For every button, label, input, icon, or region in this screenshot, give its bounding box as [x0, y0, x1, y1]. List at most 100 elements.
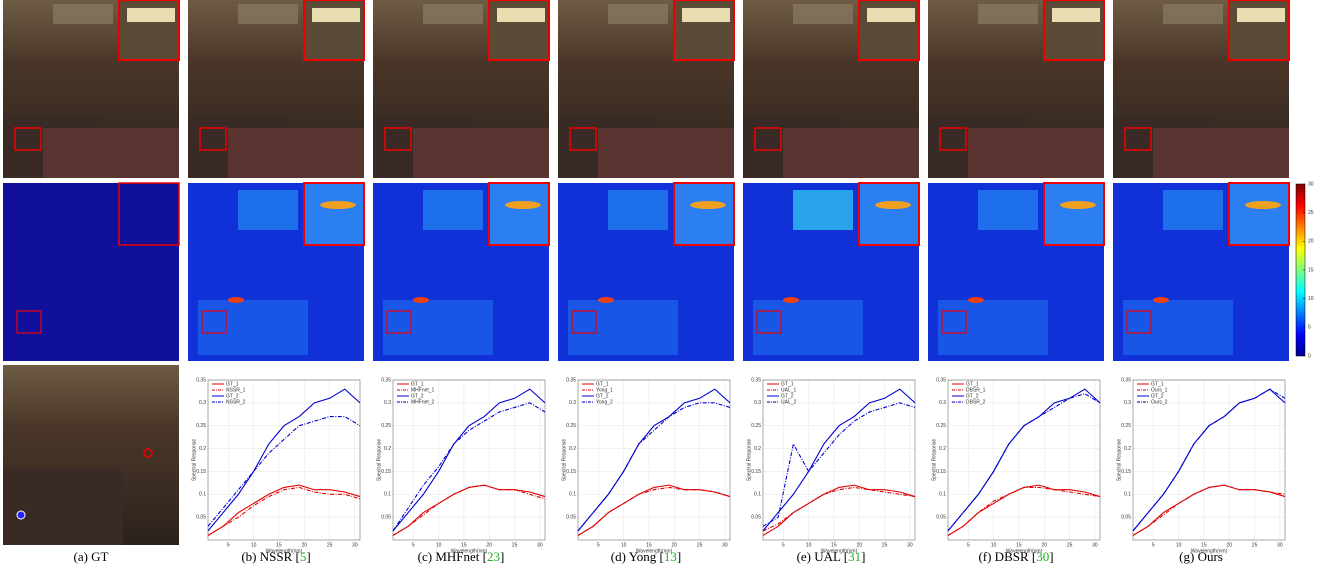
- inset: [303, 182, 365, 246]
- y-tick-label: 0.05: [566, 514, 576, 520]
- y-tick-label: 0.25: [196, 423, 206, 429]
- series-line: [207, 486, 361, 536]
- zoom-box: [16, 310, 42, 334]
- x-tick-label: 10: [436, 542, 442, 548]
- error-hot: [598, 297, 614, 303]
- x-tick-label: 20: [856, 542, 862, 548]
- error-hot: [413, 297, 429, 303]
- caption-text: (g) Ours: [1179, 549, 1223, 564]
- legend-label: GT_1: [966, 381, 979, 387]
- legend-label: GT_2: [596, 393, 609, 399]
- car: [3, 470, 123, 545]
- x-axis-label: Wavelength(nm): [1006, 548, 1043, 554]
- axes-box: [1132, 379, 1286, 541]
- series-line: [577, 484, 731, 536]
- zoom-box: [1126, 310, 1152, 334]
- colorbar-label: 25: [1308, 210, 1314, 216]
- legend-label: GT_2: [411, 393, 424, 399]
- y-axis-label: Spectral Response: [1116, 439, 1122, 481]
- legend-label: MHFnet_1: [411, 387, 435, 393]
- caption-ref: 23: [487, 549, 500, 564]
- y-tick-label: 0.05: [381, 514, 391, 520]
- y-tick-label: 0.2: [939, 446, 946, 452]
- axes-box: [207, 379, 361, 541]
- x-axis-label: Wavelength(nm): [451, 548, 488, 554]
- zoom-box: [386, 310, 412, 334]
- y-tick-label: 0.25: [936, 423, 946, 429]
- caption-ref: 5: [300, 549, 307, 564]
- y-tick-label: 0.05: [1121, 514, 1131, 520]
- caption-text: ]: [677, 549, 681, 564]
- caption-text: (c) MHFnet [: [418, 549, 487, 564]
- y-tick-label: 0.3: [1124, 400, 1131, 406]
- caption-text: ]: [1049, 549, 1053, 564]
- series-line: [762, 484, 916, 536]
- error-hot: [228, 297, 244, 303]
- inset-light: [1237, 8, 1285, 22]
- y-axis-label: Spectral Response: [191, 439, 197, 481]
- x-tick-label: 20: [671, 542, 677, 548]
- error-hot: [783, 297, 799, 303]
- caption: (g) Ours: [1179, 549, 1223, 564]
- car: [783, 128, 919, 178]
- error-region: [1123, 300, 1233, 355]
- x-tick-label: 25: [1252, 542, 1258, 548]
- y-tick-label: 0.2: [1124, 446, 1131, 452]
- legend-label: NSSR_2: [226, 399, 246, 405]
- y-tick-label: 0.15: [566, 469, 576, 475]
- x-tick-label: 15: [831, 542, 837, 548]
- series-line: [207, 484, 361, 536]
- x-tick-label: 5: [1152, 542, 1155, 548]
- caption: (b) NSSR [5]: [241, 549, 310, 564]
- legend-label: GT_2: [226, 393, 239, 399]
- x-axis-label: Wavelength(nm): [821, 548, 858, 554]
- y-tick-label: 0.3: [754, 400, 761, 406]
- y-tick-label: 0.15: [196, 469, 206, 475]
- x-tick-label: 30: [537, 542, 543, 548]
- x-tick-label: 5: [227, 542, 230, 548]
- error-region: [383, 300, 493, 355]
- colorbar-label: 0: [1308, 353, 1311, 359]
- legend-label: GT_1: [1151, 381, 1164, 387]
- caption-text: (d) Yong [: [611, 549, 664, 564]
- legend-label: GT_2: [781, 393, 794, 399]
- y-tick-label: 0.15: [381, 469, 391, 475]
- series-line: [577, 388, 731, 532]
- legend-label: DBSR_1: [966, 387, 986, 393]
- y-tick-label: 0.1: [199, 492, 206, 498]
- legend-label: UAL_2: [781, 399, 797, 405]
- inset-hot: [690, 201, 726, 209]
- legend-label: GT_1: [596, 381, 609, 387]
- inset-hot: [1245, 201, 1281, 209]
- error-hot: [1153, 297, 1169, 303]
- x-tick-label: 5: [597, 542, 600, 548]
- error-hot: [968, 297, 984, 303]
- x-tick-label: 15: [461, 542, 467, 548]
- caption-text: ]: [306, 549, 310, 564]
- caption: (c) MHFnet [23]: [418, 549, 505, 564]
- inset-light: [497, 8, 545, 22]
- legend-label: MHFnet_2: [411, 399, 435, 405]
- colorbar-label: 20: [1308, 239, 1314, 245]
- colorbar-label: 30: [1308, 181, 1314, 187]
- inset: [1228, 182, 1290, 246]
- legend-label: GT_2: [1151, 393, 1164, 399]
- colorbar-label: 15: [1308, 267, 1314, 273]
- x-tick-label: 30: [352, 542, 358, 548]
- y-tick-label: 0.35: [381, 377, 391, 383]
- x-tick-label: 25: [882, 542, 888, 548]
- legend-label: GT_1: [781, 381, 794, 387]
- y-axis-label: Spectral Response: [561, 439, 567, 481]
- zoom-box: [14, 127, 42, 151]
- y-tick-label: 0.3: [569, 400, 576, 406]
- zoom-box: [941, 310, 967, 334]
- y-tick-label: 0.35: [936, 377, 946, 383]
- inset-light: [1052, 8, 1100, 22]
- zoom-box: [199, 127, 227, 151]
- y-tick-label: 0.3: [384, 400, 391, 406]
- window-band: [53, 4, 113, 24]
- colorbar-label: 5: [1308, 325, 1311, 331]
- caption-text: ]: [861, 549, 865, 564]
- y-tick-label: 0.35: [751, 377, 761, 383]
